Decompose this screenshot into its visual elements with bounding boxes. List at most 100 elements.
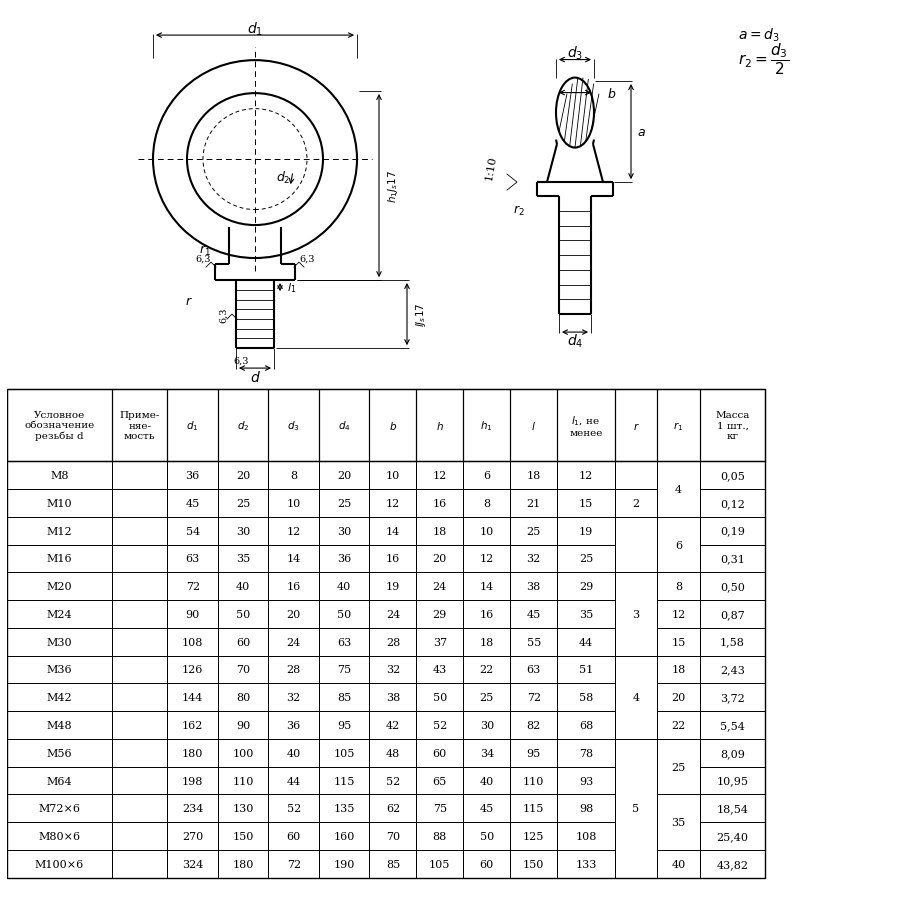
Text: 29: 29 <box>433 610 447 619</box>
Bar <box>112 767 167 795</box>
Text: 50: 50 <box>433 693 447 703</box>
Bar <box>657 600 699 628</box>
Text: М12: М12 <box>47 526 72 536</box>
Text: 54: 54 <box>185 526 200 536</box>
Text: 50: 50 <box>236 610 250 619</box>
Text: М100×6: М100×6 <box>35 859 84 869</box>
Text: 63: 63 <box>337 637 351 647</box>
Bar <box>417 767 464 795</box>
Bar <box>699 850 765 878</box>
Text: 0,05: 0,05 <box>720 470 745 480</box>
Text: М80×6: М80×6 <box>39 831 80 841</box>
Bar <box>464 628 510 656</box>
Bar <box>7 795 112 823</box>
Bar <box>699 600 765 628</box>
Text: 36: 36 <box>337 554 351 563</box>
Text: 14: 14 <box>286 554 301 563</box>
Bar <box>510 573 557 600</box>
Bar <box>557 823 615 850</box>
Bar <box>7 489 112 517</box>
Bar <box>464 573 510 600</box>
Bar <box>657 517 699 573</box>
Text: 12: 12 <box>433 470 447 480</box>
Text: 35: 35 <box>236 554 250 563</box>
Text: 115: 115 <box>523 804 544 814</box>
Bar <box>218 850 268 878</box>
Bar <box>417 684 464 712</box>
Bar <box>218 823 268 850</box>
Text: 25,40: 25,40 <box>716 831 749 841</box>
Bar <box>417 573 464 600</box>
Bar <box>167 767 218 795</box>
Bar <box>699 739 765 767</box>
Text: 8,09: 8,09 <box>720 748 745 758</box>
Bar <box>319 628 369 656</box>
Text: 0,87: 0,87 <box>720 610 745 619</box>
Bar <box>369 461 417 489</box>
Text: 16: 16 <box>286 582 301 591</box>
Bar <box>699 461 765 489</box>
Bar <box>464 850 510 878</box>
Bar <box>699 795 765 823</box>
Bar <box>112 739 167 767</box>
Text: 1,58: 1,58 <box>720 637 745 647</box>
Bar <box>417 389 464 461</box>
Bar <box>369 489 417 517</box>
Bar <box>464 684 510 712</box>
Text: 60: 60 <box>433 748 447 758</box>
Text: 43,82: 43,82 <box>716 859 749 869</box>
Bar <box>167 795 218 823</box>
Bar <box>510 461 557 489</box>
Text: 0,50: 0,50 <box>720 582 745 591</box>
Text: 38: 38 <box>386 693 400 703</box>
Text: 40: 40 <box>286 748 301 758</box>
Text: 88: 88 <box>433 831 447 841</box>
Bar <box>657 628 699 656</box>
Bar <box>112 823 167 850</box>
Bar <box>268 573 319 600</box>
Bar <box>657 389 699 461</box>
Text: 18: 18 <box>480 637 494 647</box>
Bar <box>510 517 557 545</box>
Bar <box>112 712 167 739</box>
Text: М36: М36 <box>47 665 72 675</box>
Text: 55: 55 <box>526 637 541 647</box>
Text: 133: 133 <box>575 859 597 869</box>
Bar <box>657 656 699 684</box>
Bar <box>112 389 167 461</box>
Text: 3,72: 3,72 <box>720 693 745 703</box>
Text: 28: 28 <box>286 665 301 675</box>
Bar <box>167 823 218 850</box>
Text: $r_1$: $r_1$ <box>673 419 684 433</box>
Text: 40: 40 <box>337 582 351 591</box>
Text: 50: 50 <box>337 610 351 619</box>
Bar <box>510 628 557 656</box>
Bar <box>7 850 112 878</box>
Text: 98: 98 <box>579 804 593 814</box>
Bar <box>557 739 615 767</box>
Text: 45: 45 <box>185 498 200 508</box>
Text: 10,95: 10,95 <box>716 776 749 786</box>
Bar <box>268 489 319 517</box>
Text: 5,54: 5,54 <box>720 721 745 731</box>
Bar <box>268 545 319 573</box>
Bar <box>112 489 167 517</box>
Text: 78: 78 <box>579 748 593 758</box>
Text: 70: 70 <box>386 831 400 841</box>
Text: 12: 12 <box>671 610 686 619</box>
Text: 100: 100 <box>232 748 254 758</box>
Text: 85: 85 <box>386 859 400 869</box>
Bar <box>464 739 510 767</box>
Text: Условное
обозначение
резьбы d: Условное обозначение резьбы d <box>24 411 94 441</box>
Bar <box>557 656 615 684</box>
Text: М24: М24 <box>47 610 72 619</box>
Bar <box>557 517 615 545</box>
Bar <box>7 656 112 684</box>
Text: 6: 6 <box>675 540 682 550</box>
Bar <box>369 600 417 628</box>
Text: 0,12: 0,12 <box>720 498 745 508</box>
Bar <box>464 795 510 823</box>
Bar <box>369 767 417 795</box>
Bar <box>417 795 464 823</box>
Text: 85: 85 <box>337 693 351 703</box>
